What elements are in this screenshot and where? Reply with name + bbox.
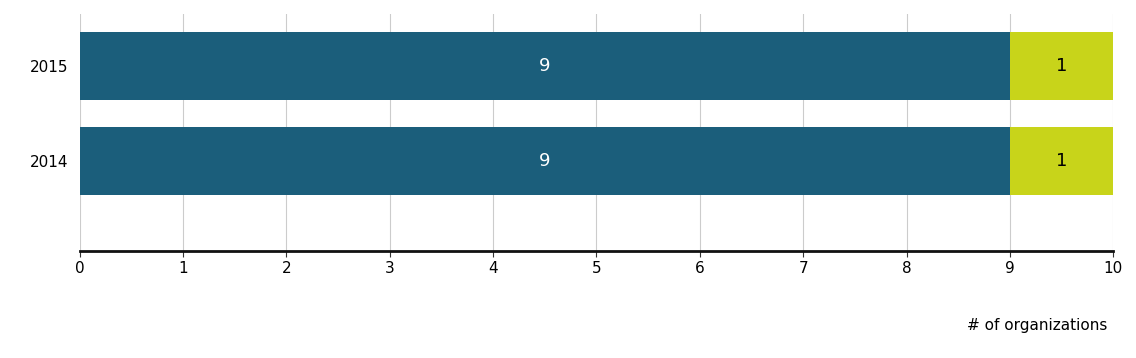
- Bar: [80, 127, 1010, 195]
- Text: 1: 1: [1055, 57, 1068, 75]
- Bar: [1010, 127, 1113, 195]
- Text: 1: 1: [1055, 152, 1068, 170]
- Bar: [80, 32, 1010, 100]
- Bar: [1010, 32, 1113, 100]
- Text: # of organizations: # of organizations: [967, 318, 1108, 333]
- Text: 9: 9: [538, 152, 551, 170]
- Text: 9: 9: [538, 57, 551, 75]
